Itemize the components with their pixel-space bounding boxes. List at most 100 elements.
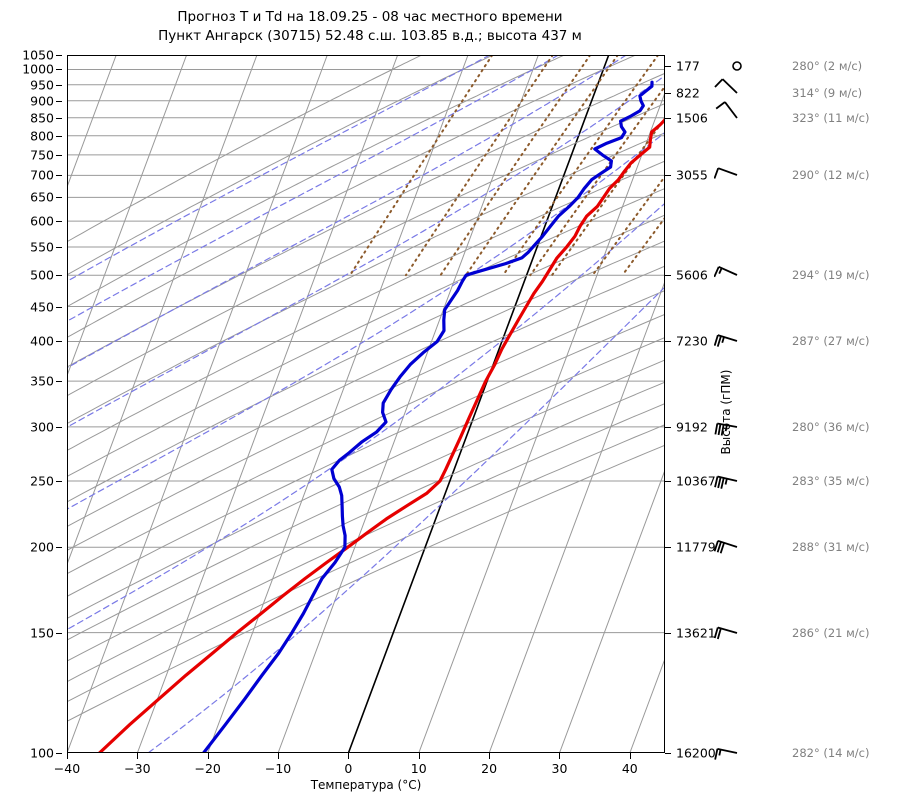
- figure-title: Прогноз T и Td на 18.09.25 - 08 час мест…: [0, 8, 740, 46]
- wind-label: 282° (14 м/с): [792, 746, 870, 760]
- wind-label: 290° (12 м/с): [792, 168, 870, 183]
- barb-half: [724, 424, 728, 432]
- dry-adiabat-line: [67, 381, 665, 662]
- isotherm-line: [67, 55, 258, 566]
- height-tick-label: 1506: [676, 110, 708, 126]
- barb-full: [714, 335, 719, 347]
- isotherm-line: [136, 55, 399, 753]
- barb-staff: [717, 626, 738, 634]
- wind-barb: [714, 334, 738, 348]
- temperature-tick-label: −20: [194, 761, 221, 776]
- moist-adiabat-line: [67, 55, 560, 322]
- wind-barb-column: 282° (14 м/с) 286° (21 м/с) 288° (31 м/с) 2…: [700, 55, 900, 760]
- mixing-ratio-line: [529, 84, 665, 277]
- dry-adiabat-line: [67, 132, 665, 425]
- dry-adiabat-line: [67, 55, 637, 338]
- moist-adiabat-line: [67, 74, 665, 428]
- height-tick-mark: [665, 65, 671, 67]
- isotherm-line: [67, 55, 328, 753]
- pressure-tick-label: 800: [30, 128, 54, 144]
- dry-adiabat-line: [67, 359, 665, 641]
- temperature-axis-ticks: −40 −30 −20 −10 0 10 20 30 40: [54, 753, 665, 781]
- height-tick-label: 7230: [676, 333, 708, 349]
- pressure-tick-mark: [56, 753, 62, 754]
- pressure-tick-label: 1050: [22, 47, 54, 63]
- isotherm-line: [67, 55, 188, 378]
- skewt-canvas: [67, 55, 665, 753]
- pressure-axis-ticks: 100 150 200 250 300 350 400 450 500 550 600 650 700 7…: [0, 48, 62, 761]
- pressure-tick-mark: [56, 632, 62, 634]
- temperature-profile-line: [97, 117, 665, 753]
- pressure-tick-label: 150: [30, 625, 54, 641]
- wind-barb: [714, 167, 738, 180]
- title-line-1: Прогноз T и Td на 18.09.25 - 08 час мест…: [177, 9, 563, 25]
- height-tick-mark: [665, 632, 671, 634]
- wind-label: 283° (35 м/с): [792, 474, 870, 488]
- skewt-plot-area: [67, 55, 665, 753]
- pressure-tick-mark: [56, 547, 62, 549]
- pressure-tick-label: 400: [30, 333, 54, 349]
- pressure-tick-mark: [56, 481, 62, 482]
- wind-barb: [714, 475, 738, 489]
- temperature-tick-label: −30: [124, 761, 151, 776]
- moist-adiabat-line: [147, 286, 665, 753]
- dry-adiabat-line: [67, 55, 565, 308]
- height-tick-mark: [665, 175, 671, 177]
- temperature-tick-mark: [629, 753, 631, 759]
- height-tick-mark: [665, 92, 671, 94]
- pressure-tick-label: 950: [30, 77, 54, 93]
- dry-adiabat-line: [67, 240, 665, 528]
- barb-staff: [717, 747, 738, 754]
- temperature-tick-label: 30: [551, 761, 568, 776]
- temperature-tick-label: −40: [53, 761, 81, 776]
- pressure-tick-mark: [56, 117, 62, 119]
- pressure-tick-label: 1000: [22, 61, 54, 77]
- height-tick-label: 16200: [676, 745, 716, 761]
- plot-frame: [67, 55, 665, 753]
- pressure-tick-mark: [56, 426, 62, 428]
- moist-adiabat-line: [67, 55, 491, 283]
- wind-barb: [714, 266, 738, 278]
- height-axis-ticks: 16200 13621 11779 10367 9192 7230 5606 3055 1506…: [665, 55, 730, 761]
- dry-adiabat-line: [67, 55, 494, 276]
- dry-adiabat-line: [67, 336, 665, 620]
- temperature-tick-mark: [278, 753, 280, 759]
- barb-full: [714, 78, 724, 88]
- wind-label: 294° (19 м/с): [792, 268, 870, 283]
- wind-label: 288° (31 м/с): [792, 540, 870, 555]
- pressure-tick-mark: [56, 135, 62, 137]
- barb-full: [714, 540, 719, 552]
- mixing-ratio-line: [404, 55, 554, 277]
- pressure-tick-mark: [56, 154, 62, 156]
- isotherm-line: [418, 91, 665, 753]
- temperature-tick-mark: [418, 753, 420, 759]
- wind-label: 314° (9 м/с): [792, 85, 863, 100]
- wind-label: 286° (21 м/с): [792, 625, 870, 640]
- wind-label: 280° (36 м/с): [792, 419, 870, 434]
- dry-adiabat-line: [67, 102, 665, 397]
- mixing-ratio-line: [464, 55, 619, 277]
- temperature-tick-label: 10: [410, 761, 427, 776]
- pressure-tick-mark: [56, 381, 62, 383]
- barb-full: [716, 627, 722, 639]
- height-tick-label: 11779: [676, 539, 716, 555]
- barb-full: [716, 336, 722, 348]
- moist-adiabat-line: [67, 55, 627, 369]
- dry-adiabat-line: [67, 444, 665, 722]
- temperature-axis-label: Температура (°C): [310, 778, 422, 792]
- barb-half: [718, 749, 722, 756]
- pressure-tick-mark: [56, 246, 62, 248]
- pressure-tick-label: 350: [30, 373, 54, 389]
- pressure-tick-mark: [56, 69, 62, 71]
- barb-full: [716, 541, 722, 553]
- temperature-tick-label: −10: [264, 761, 292, 776]
- dry-adiabat-line: [67, 424, 665, 703]
- pressure-tick-mark: [56, 100, 62, 102]
- dewpoint-profile-line: [201, 80, 654, 753]
- height-tick-label: 822: [676, 85, 700, 101]
- barb-half: [721, 337, 725, 344]
- temperature-tick-label: 20: [481, 761, 498, 776]
- barb-staff: [721, 78, 738, 94]
- height-tick-mark: [665, 117, 671, 119]
